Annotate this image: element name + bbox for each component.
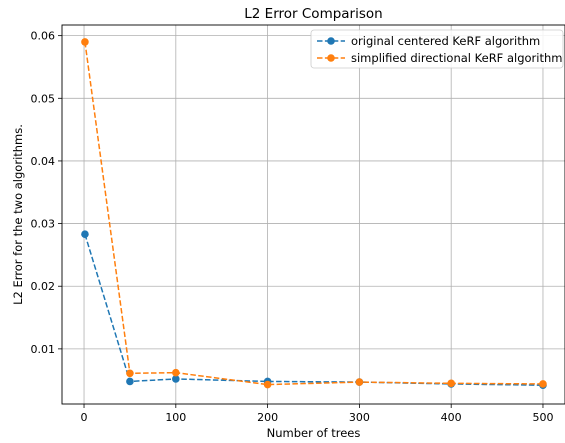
- legend-box: [310, 29, 564, 69]
- legend: original centered KeRF algorithm simplifi…: [310, 29, 564, 69]
- legend-label: simplified directional KeRF algorithm: [351, 51, 562, 65]
- data-point: [172, 375, 180, 383]
- data-point: [539, 380, 547, 388]
- y-tick-label: 0.05: [31, 92, 56, 105]
- y-tick-label: 0.03: [31, 218, 56, 231]
- x-tick-label: 500: [532, 411, 553, 424]
- chart-title: L2 Error Comparison: [244, 6, 382, 22]
- plot-frame: [61, 24, 565, 405]
- data-point: [355, 378, 364, 386]
- x-tick-label: 400: [441, 411, 462, 424]
- x-axis-label: Number of trees: [267, 426, 361, 440]
- legend-marker: [327, 37, 335, 45]
- data-point: [172, 368, 180, 377]
- grid: [62, 25, 565, 404]
- y-axis-ticks: 0.01 0.02 0.03 0.04 0.05 0.06: [31, 30, 62, 356]
- y-tick-label: 0.02: [31, 280, 56, 293]
- x-tick-label: 0: [81, 411, 88, 424]
- x-tick-label: 200: [257, 411, 278, 424]
- x-axis-ticks: 0 100 200 300 400 500: [81, 404, 553, 424]
- y-tick-label: 0.06: [31, 30, 56, 43]
- y-tick-label: 0.01: [31, 343, 56, 356]
- data-point: [81, 38, 89, 46]
- legend-marker: [327, 54, 335, 62]
- data-point: [126, 369, 134, 378]
- data-point: [81, 230, 89, 239]
- y-axis-label: L2 Error for the two algorithms.: [11, 124, 25, 305]
- data-point: [447, 379, 455, 388]
- x-tick-label: 100: [165, 411, 186, 424]
- series-simplified-directional: [81, 38, 547, 389]
- x-tick-label: 300: [349, 411, 370, 424]
- data-point: [263, 380, 272, 389]
- series-layer: [81, 38, 547, 390]
- legend-label: original centered KeRF algorithm: [351, 34, 540, 48]
- y-tick-label: 0.04: [31, 155, 56, 168]
- data-point: [126, 377, 134, 386]
